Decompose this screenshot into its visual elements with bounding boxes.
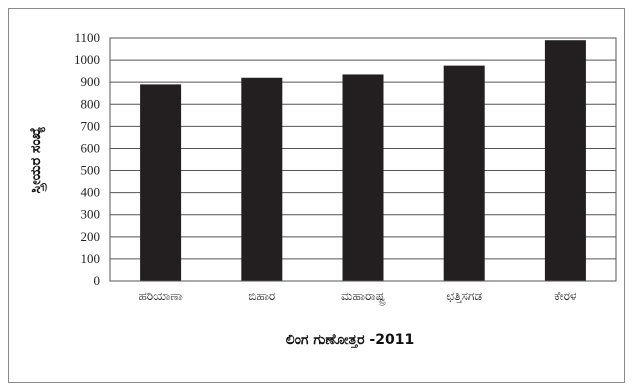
y-tick-label: 400 (81, 185, 101, 200)
y-tick-label: 200 (81, 229, 101, 244)
y-tick-label: 700 (81, 118, 101, 133)
x-axis-title: ಲಿಂಗ ಗುಣೋತ್ತರ -2011 (286, 332, 414, 349)
x-category-label: ಮಹಾರಾಷ್ಟ್ರ (341, 289, 386, 306)
bar (342, 74, 384, 281)
y-tick-label: 1000 (74, 52, 100, 67)
bar (544, 40, 586, 281)
y-tick-label: 100 (81, 251, 101, 266)
y-tick-label: 1100 (74, 30, 100, 45)
bar (140, 84, 182, 282)
y-tick-label: 600 (81, 140, 101, 155)
plot-area-border (109, 37, 617, 282)
y-tick-label: 0 (94, 273, 101, 288)
y-axis-ticks: 0 100 200 300 400 500 600 700 800 900 1000 1100 (74, 30, 100, 288)
y-tick-label: 800 (81, 96, 101, 111)
y-tick-label: 300 (81, 207, 101, 222)
bar (443, 65, 485, 281)
x-category-label: ಬಿಹಾರ (248, 289, 275, 303)
x-category-label: ಹರಿಯಾಣಾ (138, 289, 182, 303)
bar (241, 77, 283, 281)
y-tick-label: 500 (81, 163, 101, 178)
x-category-label: ಕೇರಳ (554, 289, 577, 303)
y-tick-label: 900 (81, 74, 101, 89)
y-axis-title: ಸ್ತ್ರೀಯರ ಸಂಖ್ಯೆ (28, 126, 47, 193)
x-axis-categories: ಹರಿಯಾಣಾ ಬಿಹಾರ ಮಹಾರಾಷ್ಟ್ರ ಛತ್ತಿಸಗಡ ಕೇರಳ (138, 289, 576, 306)
chart-frame (8, 8, 625, 383)
bars (140, 40, 586, 282)
x-category-label: ಛತ್ತಿಸಗಡ (446, 289, 482, 303)
